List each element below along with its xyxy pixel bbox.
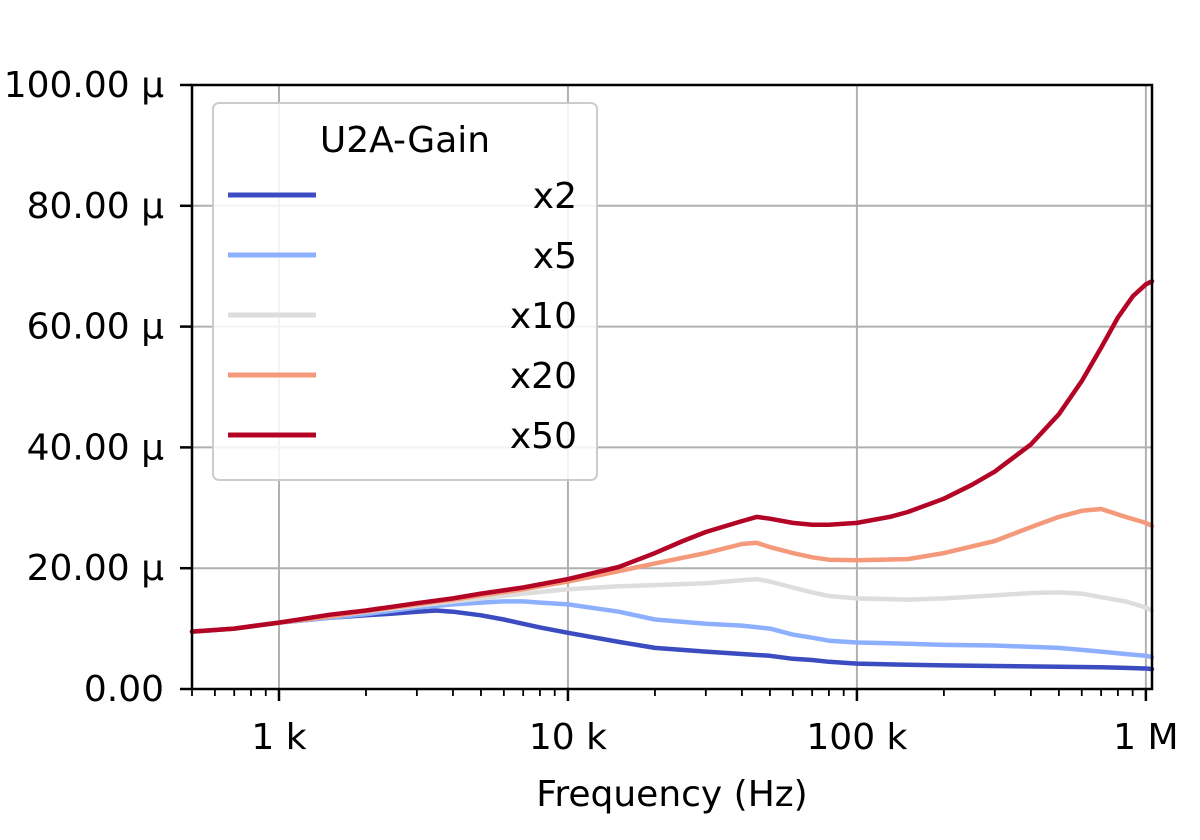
x-axis-label: Frequency (Hz) [536,774,807,815]
x-axis-ticks: 1 k 10 k 100 k 1 M [191,689,1179,758]
legend-title: U2A-Gain [320,120,490,161]
legend-entries: x2 x5 x10 x20 x50 [228,176,577,457]
y-tick-label: 20.00 μ [27,548,165,589]
y-tick-label: 40.00 μ [27,427,165,468]
plot-frame [190,83,1154,691]
y-tick-label: 80.00 μ [27,186,165,227]
series-lines [189,279,1155,672]
x-tick-label: 1 M [1113,717,1178,758]
y-axis-ticks: 0.00 20.00 μ 40.00 μ 60.00 μ 80.00 μ 100.00 μ [4,65,192,710]
series-line-x50 [189,279,1155,634]
legend-label: x5 [533,236,577,277]
legend: U2A-Gain x2 x5 x10 x20 x50 [212,102,598,481]
x-tick-label: 1 k [251,717,306,758]
y-tick-label: 60.00 μ [27,307,165,348]
x-tick-label: 10 k [529,717,607,758]
legend-label: x20 [510,356,577,397]
y-tick-label: 0.00 [84,669,164,710]
legend-label: x2 [533,176,577,217]
legend-label: x50 [510,416,577,457]
x-tick-label: 100 k [806,717,907,758]
y-tick-label: 100.00 μ [4,65,164,106]
legend-label: x10 [510,296,577,337]
series-line-x2 [189,608,1155,672]
